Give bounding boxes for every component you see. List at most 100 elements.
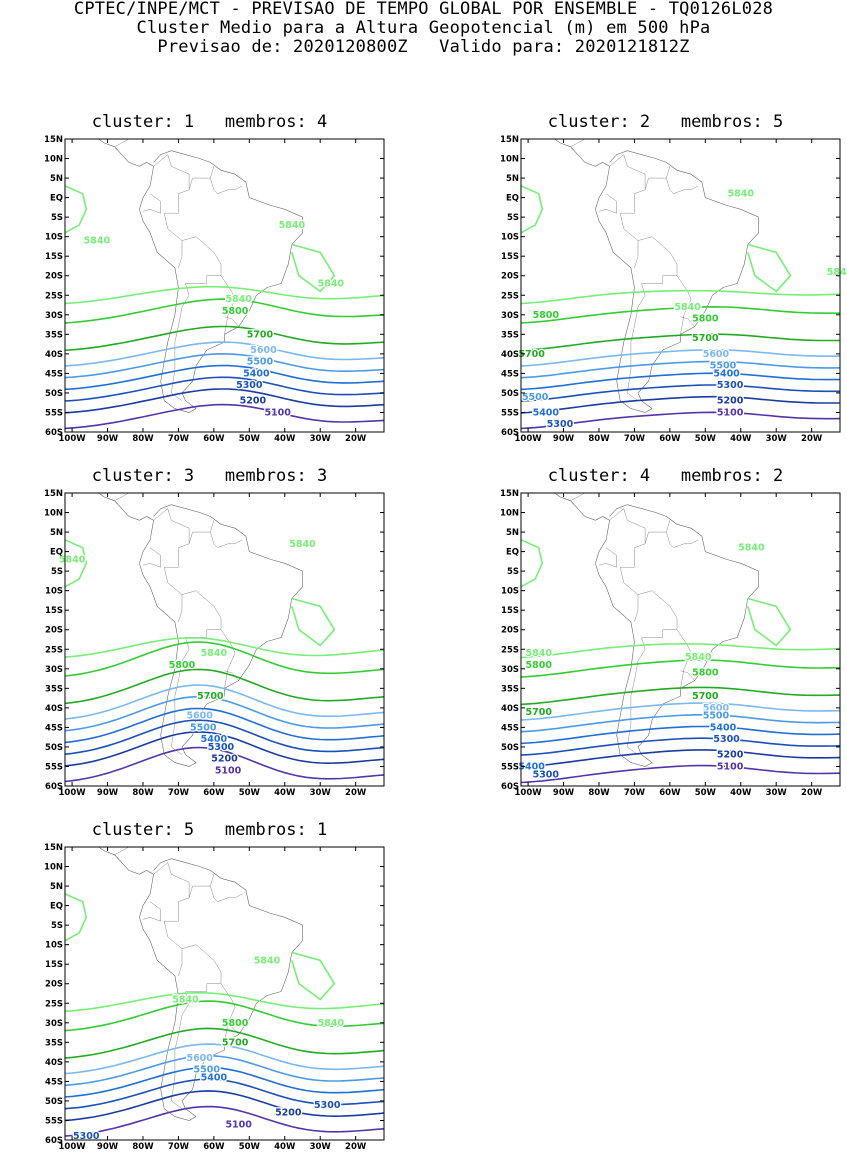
contour-5700 xyxy=(521,686,840,706)
country-border xyxy=(680,316,695,327)
country-border xyxy=(171,637,190,755)
contour-label-5700: 5700 xyxy=(692,691,719,702)
lon-label: 90W xyxy=(553,788,575,798)
contour-5200 xyxy=(65,1090,384,1122)
contour-label-5200: 5200 xyxy=(717,750,744,761)
contour-5800 xyxy=(65,641,384,677)
lon-label: 20W xyxy=(345,1142,367,1152)
lon-label: 90W xyxy=(553,434,575,444)
lat-label: 15N xyxy=(44,843,63,853)
contour-5300 xyxy=(65,376,384,402)
lat-label: 50S xyxy=(45,1097,63,1107)
contour-label-5200: 5200 xyxy=(717,396,744,407)
lon-label: 100W xyxy=(59,434,87,444)
country-border xyxy=(619,520,671,622)
country-border xyxy=(181,236,236,335)
contour-label-5400: 5400 xyxy=(243,368,270,379)
lat-label: 5N xyxy=(50,528,63,538)
contour-label-5700: 5700 xyxy=(525,707,552,718)
contour-5500 xyxy=(65,1054,384,1087)
panel-title: cluster: 5 membros: 1 xyxy=(91,820,328,840)
country-border xyxy=(185,629,221,638)
lon-label: 30W xyxy=(310,788,332,798)
contour-5840 xyxy=(65,636,384,658)
lon-label: 70W xyxy=(624,788,646,798)
contour-label-5600: 5600 xyxy=(186,711,213,722)
contour-5400 xyxy=(65,364,384,391)
contour-label-5200: 5200 xyxy=(240,396,267,407)
map-frame xyxy=(64,138,385,433)
contour-label-5840: 5840 xyxy=(738,543,765,554)
lat-label: 10S xyxy=(45,233,63,243)
lat-label: 60S xyxy=(45,782,63,792)
lon-label: 40W xyxy=(274,788,296,798)
map-panel-cluster-1: cluster: 1 membros: 4 5840 5840 5840 5840 58… xyxy=(37,112,397,457)
lon-label: 40W xyxy=(730,434,752,444)
country-border xyxy=(637,590,692,689)
contour-label-5400: 5400 xyxy=(710,722,737,733)
lat-label: 60S xyxy=(45,428,63,438)
country-border xyxy=(114,847,130,856)
coastline xyxy=(65,139,303,413)
contour-5700 xyxy=(65,668,384,705)
contour-label-5840: 5840 xyxy=(84,236,111,247)
country-border xyxy=(641,275,677,284)
contour-label-5800: 5800 xyxy=(533,310,560,321)
lat-label: 15S xyxy=(45,252,63,262)
lat-label: 30S xyxy=(501,311,519,321)
contour-label-5840: 5840 xyxy=(827,267,847,278)
contour-5840 xyxy=(747,243,792,293)
lat-label: 10N xyxy=(500,509,519,519)
country-border xyxy=(163,520,215,622)
coastline xyxy=(521,493,759,767)
lat-label: 60S xyxy=(45,1136,63,1146)
contour-5800 xyxy=(65,1000,384,1032)
contour-label-5400: 5400 xyxy=(201,734,228,745)
country-border xyxy=(142,901,161,922)
lon-label: 80W xyxy=(132,788,154,798)
lat-label: 35S xyxy=(45,684,63,694)
contour-label-5300: 5300 xyxy=(717,380,744,391)
contour-5840 xyxy=(65,185,88,234)
contour-5200 xyxy=(521,395,840,414)
contour-5600 xyxy=(521,348,840,367)
lat-label: 45S xyxy=(45,369,63,379)
contour-5200 xyxy=(521,749,840,768)
lat-label: 50S xyxy=(501,389,519,399)
lat-label: 55S xyxy=(45,408,63,418)
country-border xyxy=(666,532,699,548)
lat-label: 5S xyxy=(51,567,63,577)
lat-label: 15S xyxy=(501,252,519,262)
lat-label: 15S xyxy=(45,606,63,616)
lat-label: 35S xyxy=(501,684,519,694)
lon-label: 30W xyxy=(310,1142,332,1152)
contour-label-5840: 5840 xyxy=(525,648,552,659)
lat-label: 10N xyxy=(44,863,63,873)
lat-label: 50S xyxy=(501,743,519,753)
lon-label: 80W xyxy=(132,1142,154,1152)
contour-label-5300: 5300 xyxy=(236,380,263,391)
contour-label-5200: 5200 xyxy=(275,1108,302,1119)
lat-label: 30S xyxy=(45,311,63,321)
contour-5840 xyxy=(291,243,336,293)
country-border xyxy=(570,493,586,502)
lat-label: EQ xyxy=(506,194,519,204)
lat-label: 30S xyxy=(45,1019,63,1029)
contour-label-5840: 5840 xyxy=(254,955,281,966)
lat-label: 25S xyxy=(45,645,63,655)
coastline xyxy=(521,139,759,413)
contour-5100 xyxy=(65,1105,384,1137)
contour-5700 xyxy=(65,325,384,352)
contour-label-5100: 5100 xyxy=(717,407,744,418)
country-border xyxy=(171,991,190,1109)
map-frame xyxy=(520,138,841,433)
lon-label: 90W xyxy=(97,1142,119,1152)
lon-label: 30W xyxy=(310,434,332,444)
contour-5840 xyxy=(521,539,544,588)
lat-label: 5S xyxy=(51,921,63,931)
contour-label-5600: 5600 xyxy=(703,703,730,714)
lat-label: EQ xyxy=(50,194,63,204)
lat-label: 50S xyxy=(45,389,63,399)
lon-label: 60W xyxy=(659,788,681,798)
lon-label: 40W xyxy=(274,1142,296,1152)
